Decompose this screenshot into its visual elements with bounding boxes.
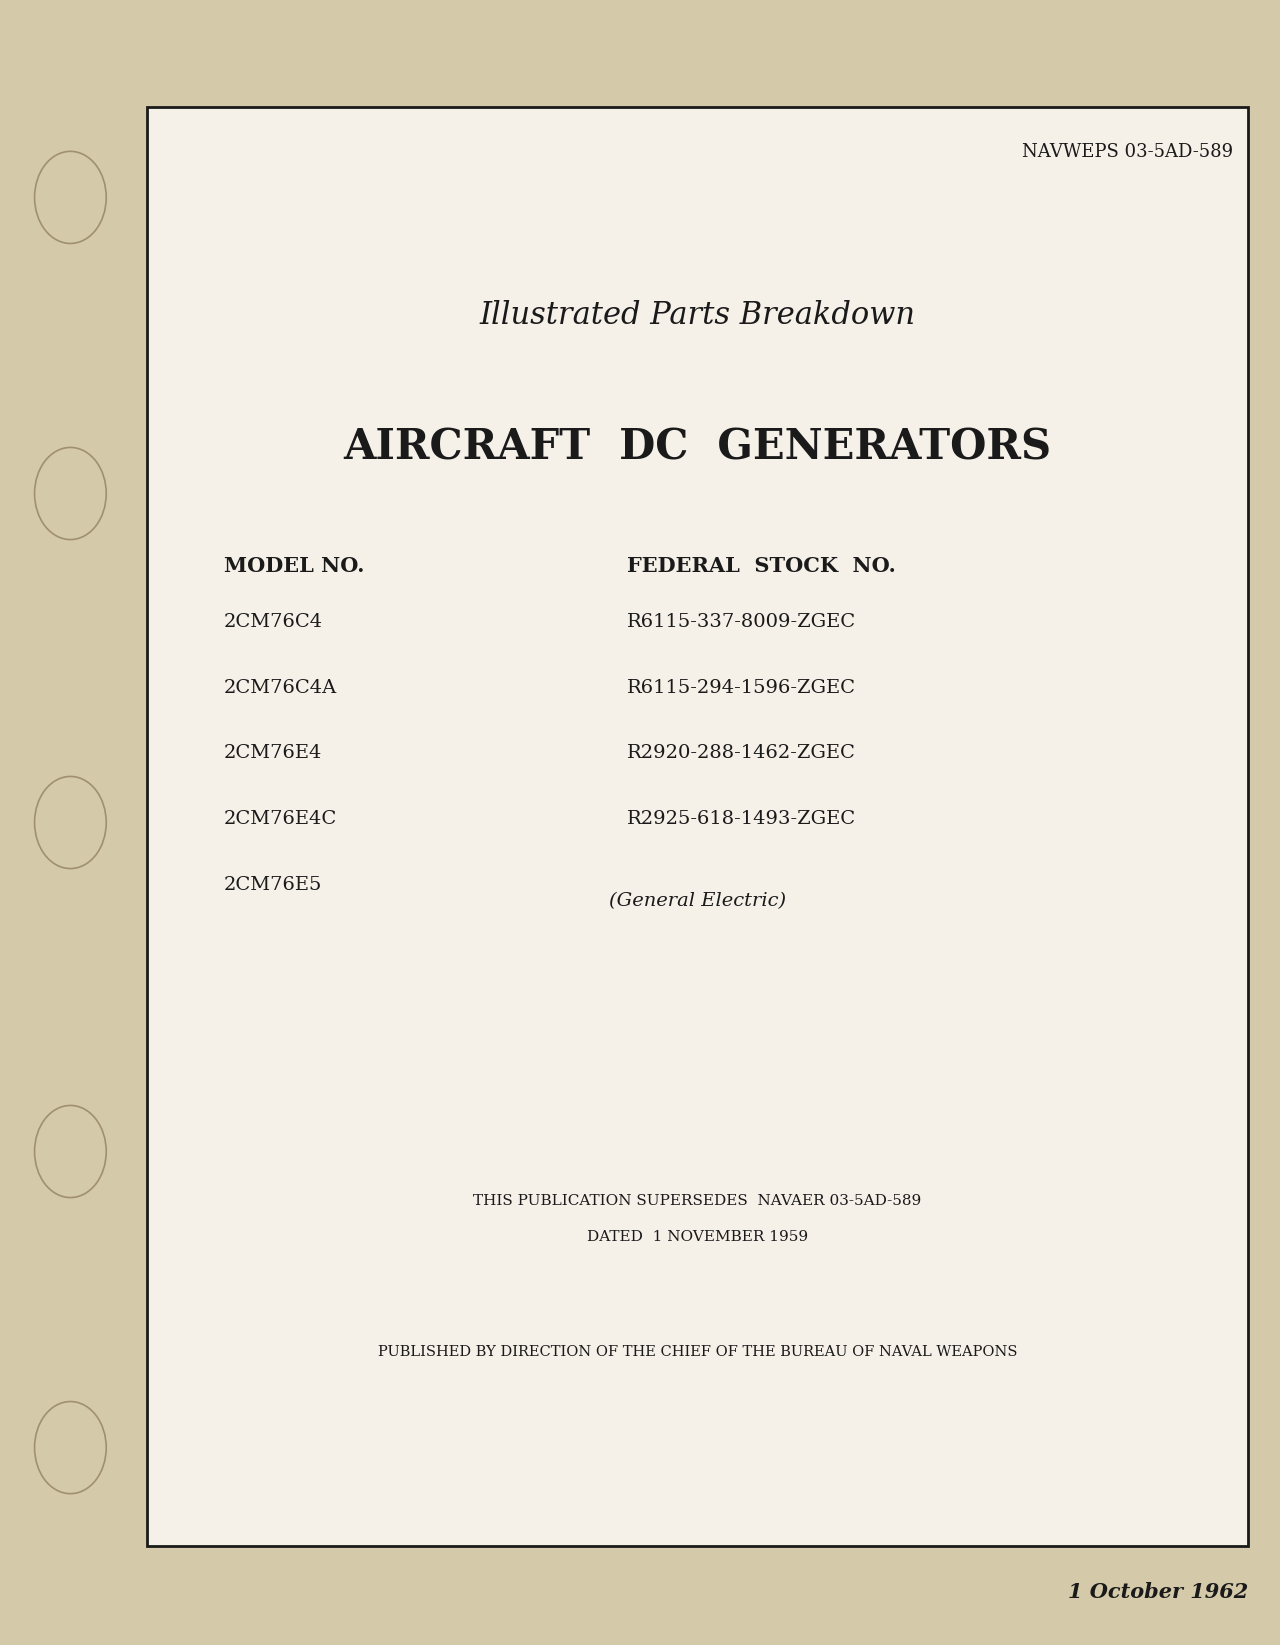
- Text: DATED  1 NOVEMBER 1959: DATED 1 NOVEMBER 1959: [588, 1230, 808, 1244]
- Text: 2CM76E4C: 2CM76E4C: [224, 811, 337, 827]
- Text: NAVWEPS 03-5AD-589: NAVWEPS 03-5AD-589: [1021, 143, 1233, 161]
- Text: R6115-294-1596-ZGEC: R6115-294-1596-ZGEC: [627, 679, 856, 696]
- Text: (General Electric): (General Electric): [609, 893, 786, 910]
- Text: Illustrated Parts Breakdown: Illustrated Parts Breakdown: [480, 301, 915, 331]
- Bar: [147, 107, 1248, 1546]
- Text: R2925-618-1493-ZGEC: R2925-618-1493-ZGEC: [627, 811, 856, 827]
- Circle shape: [35, 151, 106, 243]
- Text: PUBLISHED BY DIRECTION OF THE CHIEF OF THE BUREAU OF NAVAL WEAPONS: PUBLISHED BY DIRECTION OF THE CHIEF OF T…: [378, 1346, 1018, 1359]
- Text: 2CM76E5: 2CM76E5: [224, 877, 323, 893]
- Text: FEDERAL  STOCK  NO.: FEDERAL STOCK NO.: [627, 556, 896, 576]
- Text: MODEL NO.: MODEL NO.: [224, 556, 365, 576]
- Text: R2920-288-1462-ZGEC: R2920-288-1462-ZGEC: [627, 745, 856, 762]
- Text: 2CM76C4: 2CM76C4: [224, 614, 323, 630]
- Circle shape: [35, 1105, 106, 1198]
- Circle shape: [35, 447, 106, 540]
- Circle shape: [35, 1402, 106, 1494]
- Text: 2CM76C4A: 2CM76C4A: [224, 679, 337, 696]
- Text: 2CM76E4: 2CM76E4: [224, 745, 323, 762]
- Text: THIS PUBLICATION SUPERSEDES  NAVAER 03-5AD-589: THIS PUBLICATION SUPERSEDES NAVAER 03-5A…: [474, 1194, 922, 1207]
- Text: 1 October 1962: 1 October 1962: [1068, 1582, 1248, 1602]
- Text: R6115-337-8009-ZGEC: R6115-337-8009-ZGEC: [627, 614, 856, 630]
- Text: AIRCRAFT  DC  GENERATORS: AIRCRAFT DC GENERATORS: [343, 426, 1052, 469]
- Circle shape: [35, 776, 106, 869]
